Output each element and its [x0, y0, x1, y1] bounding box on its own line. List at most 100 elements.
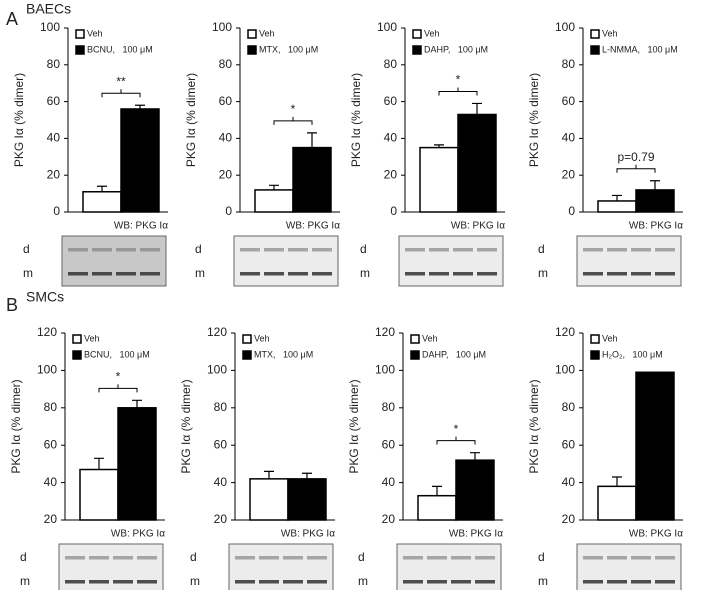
error-bar: [307, 132, 317, 148]
y-tick-label: 60: [562, 94, 576, 108]
blot-label: WB: PKG Iα: [114, 221, 168, 232]
band: [451, 580, 471, 584]
bar: [287, 478, 327, 521]
y-tick-label: 100: [377, 20, 397, 34]
legend-swatch: [590, 350, 600, 360]
significance-label: p=0.79: [617, 150, 654, 164]
band-label: m: [195, 266, 205, 280]
band: [259, 580, 279, 584]
y-tick-label: 80: [562, 57, 576, 71]
band: [113, 580, 133, 584]
bar: [254, 189, 294, 213]
y-tick-label: 20: [384, 167, 398, 181]
bar: [597, 485, 637, 521]
legend-label: DAHP, 100 μM: [422, 349, 486, 359]
y-tick-label: 100: [555, 363, 575, 377]
y-tick-label: 0: [53, 204, 60, 218]
legend-label: MTX, 100 μM: [254, 349, 313, 359]
band: [259, 556, 279, 560]
band: [140, 248, 160, 252]
y-tick-label: 100: [375, 363, 395, 377]
y-tick-label: 100: [207, 363, 227, 377]
band-label: d: [358, 550, 365, 564]
error-bar: [302, 472, 312, 479]
y-tick-label: 20: [47, 167, 61, 181]
y-tick-label: 20: [44, 512, 58, 526]
band-label: d: [538, 242, 545, 256]
bar: [635, 189, 675, 213]
error-bar: [470, 452, 480, 461]
band: [312, 248, 332, 252]
band: [607, 580, 627, 584]
y-tick-label: 80: [562, 400, 576, 414]
bar: [79, 468, 119, 521]
band-label: d: [23, 242, 30, 256]
band-label: m: [358, 574, 368, 588]
significance-bracket: [98, 384, 138, 393]
legend-label: Veh: [424, 28, 440, 38]
band-label: m: [190, 574, 200, 588]
blot-image: [61, 235, 167, 287]
band: [403, 580, 423, 584]
y-tick-label: 40: [562, 131, 576, 145]
error-bar: [135, 104, 145, 109]
legend-swatch: [75, 29, 85, 39]
band-label: m: [23, 266, 33, 280]
band: [288, 248, 308, 252]
y-axis-label: PKG Iα (% dimer): [527, 73, 541, 167]
significance-bracket: [436, 436, 476, 445]
legend-label: Veh: [84, 333, 100, 343]
y-tick-label: 40: [214, 475, 228, 489]
blot-image: [398, 235, 504, 287]
blot-image: [396, 543, 502, 595]
band: [89, 556, 109, 560]
blot-label: WB: PKG Iα: [286, 221, 340, 232]
band: [240, 248, 260, 252]
band: [631, 248, 651, 252]
y-tick-label: 80: [382, 400, 396, 414]
panel-letter: B: [6, 295, 18, 315]
y-tick-label: 0: [390, 204, 397, 218]
error-bar: [612, 476, 622, 487]
band: [607, 556, 627, 560]
bar: [117, 407, 157, 521]
bar: [455, 459, 495, 521]
band: [92, 248, 112, 252]
error-bar: [434, 144, 444, 148]
legend-label: DAHP, 100 μM: [424, 44, 488, 54]
bar: [292, 146, 332, 213]
y-tick-label: 80: [219, 57, 233, 71]
band: [65, 556, 85, 560]
blot-label: WB: PKG Iα: [451, 221, 505, 232]
y-tick-label: 40: [562, 475, 576, 489]
y-tick-label: 100: [212, 20, 232, 34]
band: [116, 272, 136, 276]
significance-bracket: [616, 164, 656, 173]
error-bar: [264, 470, 274, 479]
y-tick-label: 0: [225, 204, 232, 218]
error-bar: [432, 485, 442, 496]
bar: [597, 200, 637, 213]
legend-label: BCNU, 100 μM: [87, 44, 153, 54]
bar: [419, 146, 459, 213]
band: [116, 248, 136, 252]
band: [307, 556, 327, 560]
y-tick-label: 20: [219, 167, 233, 181]
legend-label: Veh: [602, 28, 618, 38]
bar: [635, 371, 675, 521]
band: [68, 272, 88, 276]
band-label: d: [360, 242, 367, 256]
y-tick-label: 20: [214, 512, 228, 526]
y-axis-label: PKG Iα (% dimer): [179, 379, 193, 473]
band: [92, 272, 112, 276]
legend-swatch: [590, 334, 600, 344]
y-tick-label: 40: [47, 131, 61, 145]
y-tick-label: 60: [219, 94, 233, 108]
blot-image: [576, 235, 682, 287]
band: [607, 248, 627, 252]
band: [283, 556, 303, 560]
y-tick-label: 100: [40, 20, 60, 34]
legend-swatch: [72, 334, 82, 344]
error-bar: [94, 457, 104, 470]
band: [68, 248, 88, 252]
